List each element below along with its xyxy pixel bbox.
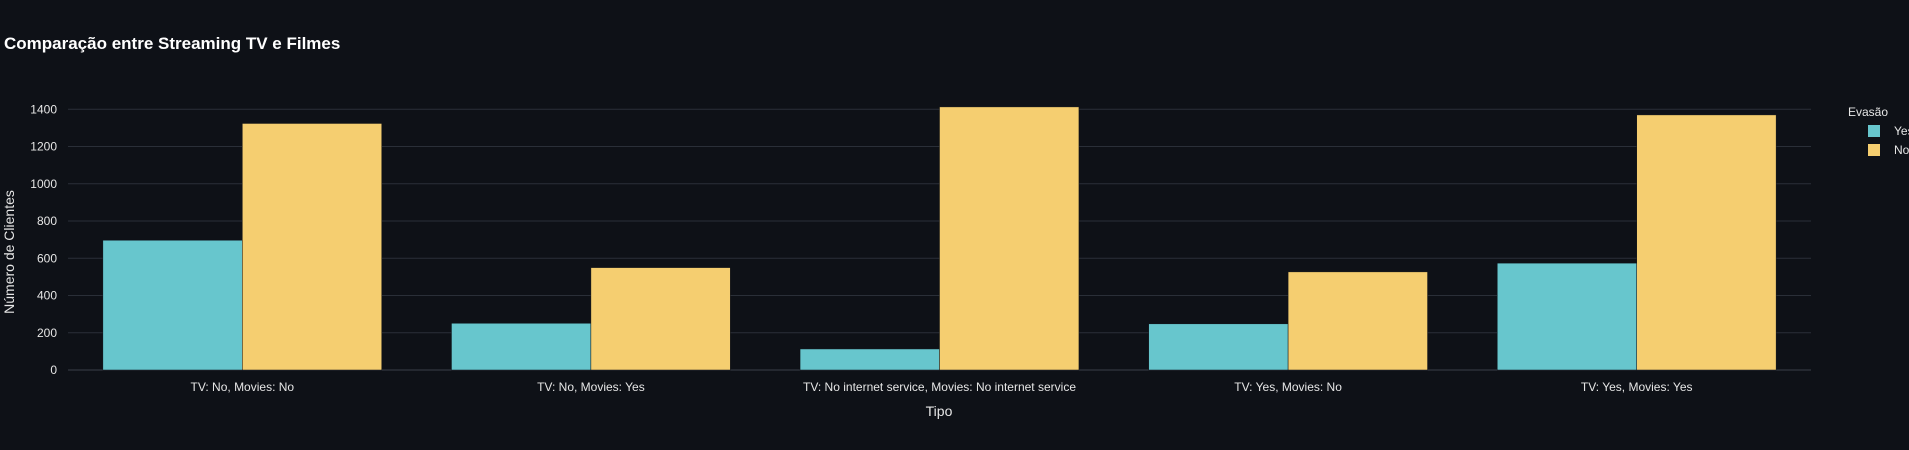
bar-no-4 — [1636, 114, 1777, 371]
bar-yes-3 — [1148, 323, 1289, 371]
y-tick-label: 1000 — [30, 177, 57, 191]
y-axis-ticks: 0 200 400 600 800 1000 1200 1400 — [30, 102, 57, 377]
legend-swatch-no — [1868, 144, 1880, 156]
bar-no-1 — [590, 267, 731, 371]
x-tick-label: TV: No, Movies: No — [191, 380, 295, 394]
bar-no-3 — [1287, 271, 1428, 371]
y-tick-label: 0 — [50, 363, 57, 377]
y-tick-label: 1400 — [30, 102, 57, 116]
legend-label-yes: Yes — [1894, 124, 1909, 138]
legend-title: Evasão — [1848, 105, 1888, 119]
bar-yes-2 — [799, 348, 940, 371]
y-tick-label: 400 — [37, 289, 57, 303]
legend-swatch-yes — [1868, 125, 1880, 137]
y-tick-label: 600 — [37, 251, 57, 265]
y-tick-label: 1200 — [30, 140, 57, 154]
x-axis-ticks: TV: No, Movies: No TV: No, Movies: Yes TV:… — [191, 380, 1693, 394]
bar-yes-0 — [102, 239, 243, 371]
bar-yes-4 — [1497, 262, 1637, 371]
bar-yes-1 — [451, 323, 592, 371]
bar-no-0 — [242, 123, 382, 371]
x-tick-label: TV: Yes, Movies: No — [1234, 380, 1342, 394]
legend-label-no: No — [1894, 143, 1909, 157]
y-tick-label: 800 — [37, 214, 57, 228]
x-tick-label: TV: No internet service, Movies: No inte… — [803, 380, 1076, 394]
chart-title: Comparação entre Streaming TV e Filmes — [4, 34, 340, 53]
y-tick-label: 200 — [37, 326, 57, 340]
legend-items: Yes No — [1868, 124, 1909, 157]
x-tick-label: TV: No, Movies: Yes — [537, 380, 645, 394]
bar-no-2 — [939, 106, 1080, 371]
x-tick-label: TV: Yes, Movies: Yes — [1581, 380, 1693, 394]
y-axis-title: Número de Clientes — [1, 190, 17, 314]
x-axis-title: Tipo — [926, 403, 953, 419]
bars — [102, 106, 1777, 371]
legend: Evasão Yes No — [1848, 105, 1909, 157]
